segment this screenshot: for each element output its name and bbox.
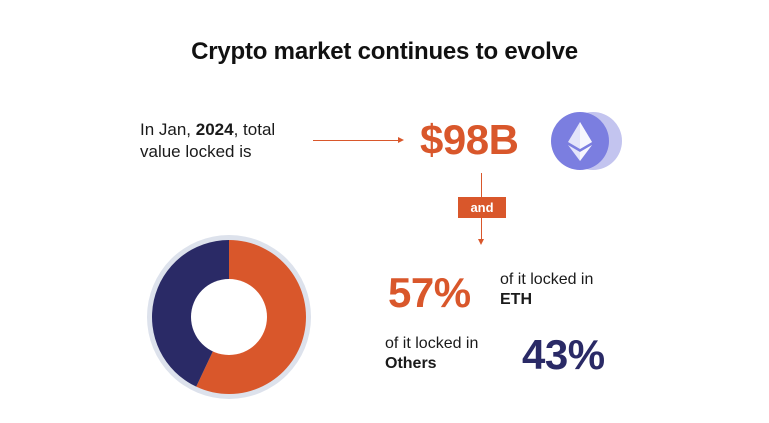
eth-percent: 57% [388, 269, 471, 316]
arrow-down-icon [478, 218, 484, 245]
others-desc-line1: of it locked in [385, 335, 479, 352]
total-value-locked: $98B [420, 116, 519, 163]
others-desc-line2: Others [385, 355, 437, 372]
connector-line-top [481, 173, 482, 197]
intro-line2: value locked is [140, 142, 252, 161]
arrow-right-icon [313, 137, 404, 143]
intro-prefix: In Jan, [140, 120, 196, 139]
intro-text: In Jan, 2024, total value locked is [140, 119, 275, 163]
page-title: Crypto market continues to evolve [191, 38, 578, 65]
and-badge: and [458, 197, 506, 218]
donut-hole [191, 279, 267, 355]
eth-desc-line2: ETH [500, 291, 532, 308]
others-percent: 43% [522, 331, 605, 378]
intro-year: 2024 [195, 120, 234, 139]
ethereum-logo-icon [551, 112, 622, 170]
intro-suffix: , total [233, 120, 276, 139]
donut-chart [147, 235, 311, 399]
eth-desc-line1: of it locked in [500, 271, 594, 288]
others-description: of it locked in Others [385, 334, 478, 374]
eth-description: of it locked in ETH [500, 270, 593, 310]
donut-slice-others [152, 240, 229, 387]
